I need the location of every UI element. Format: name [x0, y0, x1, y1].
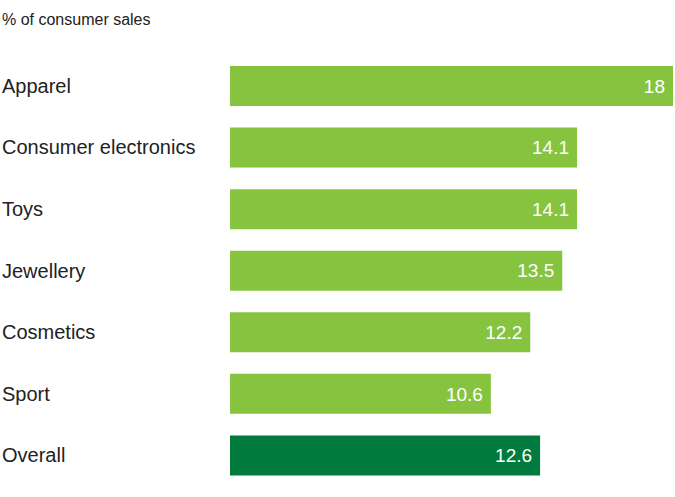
svg-text:Overall: Overall — [8, 444, 65, 466]
svg-text:10.6: 10.6 — [446, 384, 483, 405]
svg-text:Cosmetics: Cosmetics — [8, 321, 95, 343]
svg-text:12.2: 12.2 — [485, 322, 522, 343]
svg-text:Sport: Sport — [8, 383, 50, 405]
svg-text:13.5: 13.5 — [517, 260, 554, 281]
svg-text:Toys: Toys — [8, 198, 43, 220]
svg-text:12.6: 12.6 — [495, 445, 532, 466]
svg-text:Jewellery: Jewellery — [8, 260, 85, 282]
svg-text:14.1: 14.1 — [532, 199, 569, 220]
html-text:% of consumer sales: % of consumer sales — [2, 11, 151, 28]
svg-text:14.1: 14.1 — [532, 137, 569, 158]
svg-text:Apparel: Apparel — [8, 75, 71, 97]
svg-text:18: 18 — [644, 76, 665, 97]
svg-text:Consumer electronics: Consumer electronics — [8, 136, 195, 158]
